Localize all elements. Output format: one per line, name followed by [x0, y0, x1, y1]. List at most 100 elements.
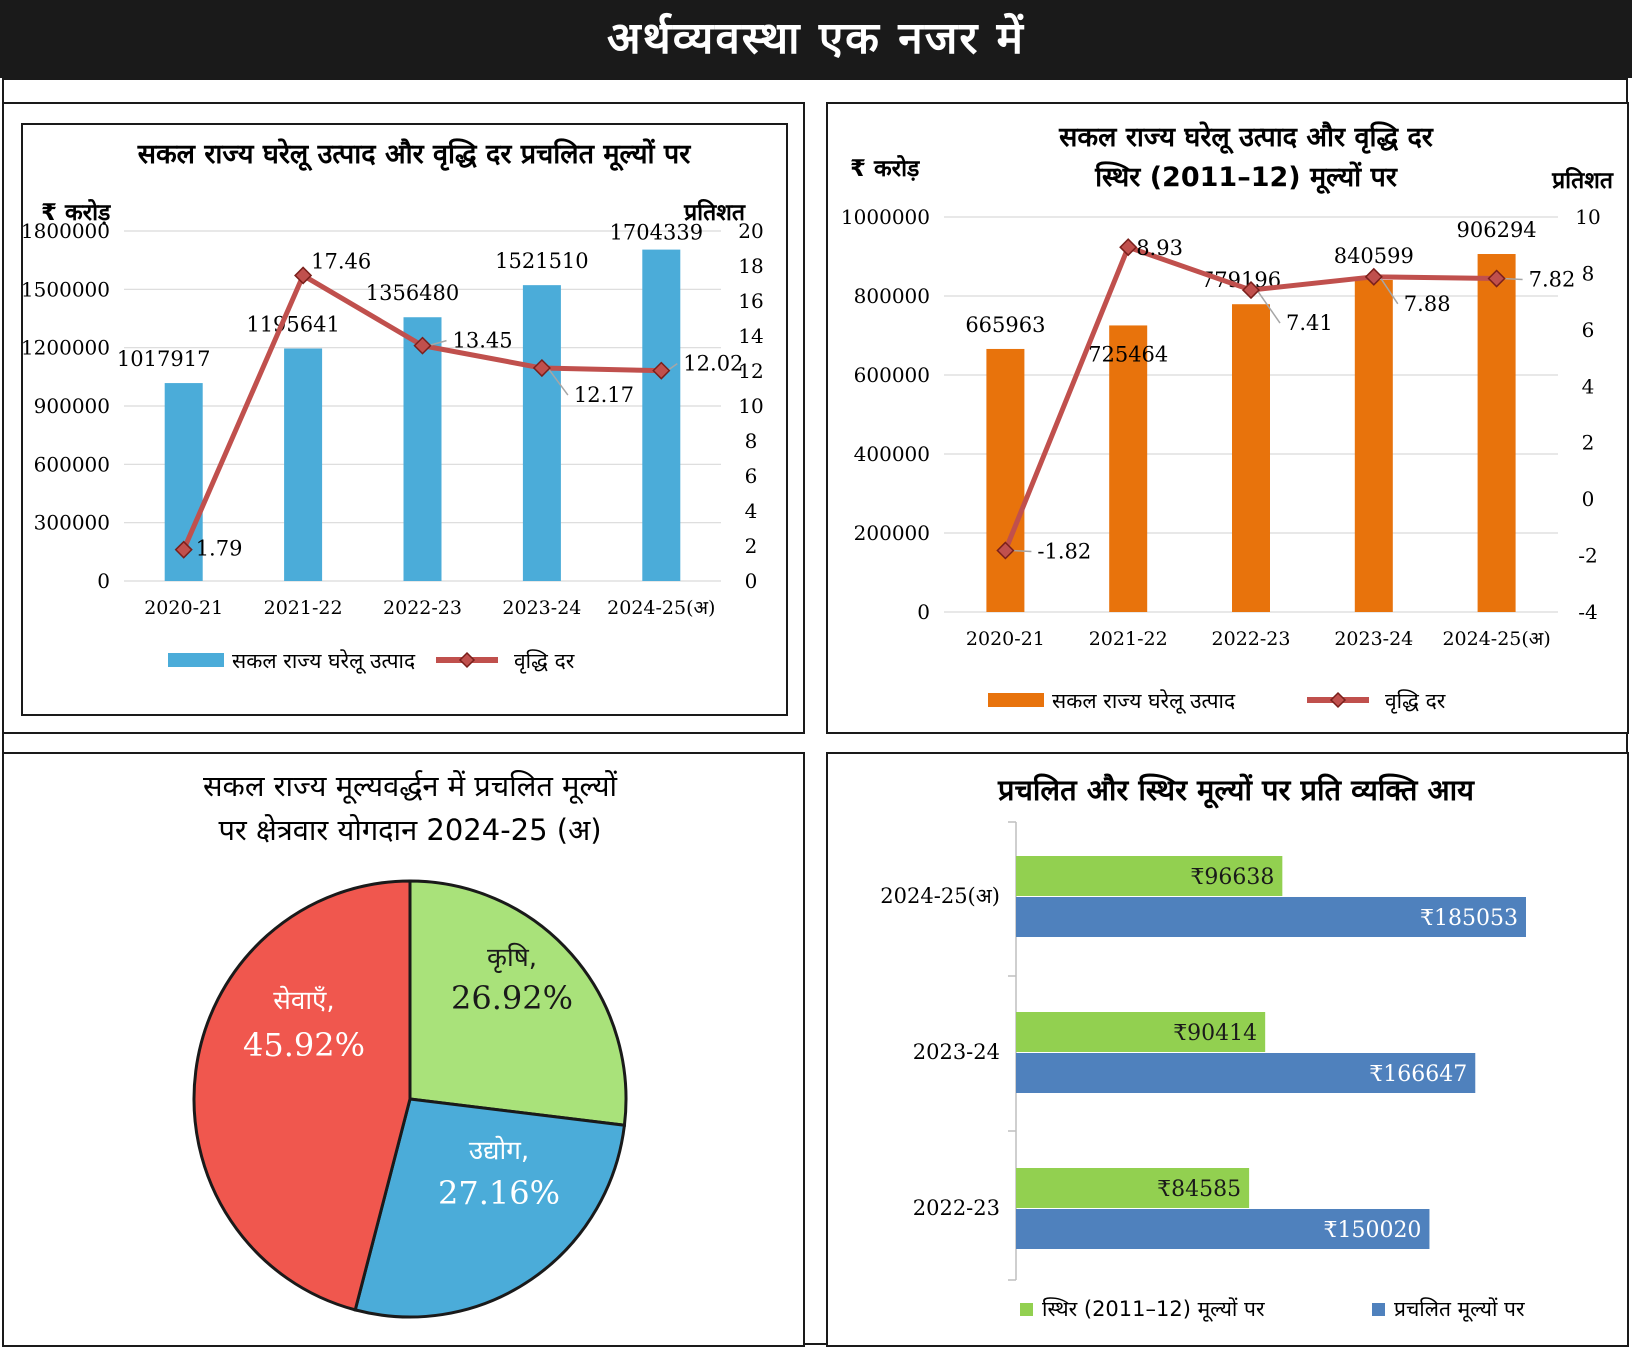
gsdp-current-right-tick-label: 20: [738, 219, 763, 243]
gsdp-constant-bar-value-label: 725464: [1088, 342, 1168, 366]
gsdp-current-growth-point-2: [294, 266, 313, 285]
per-capita-bar-current-2: [1016, 1053, 1476, 1093]
gsdp-current-legend-line-marker: [458, 651, 476, 669]
gsdp-constant-bar-3: [1232, 304, 1270, 612]
sector-pie-chart: सकल राज्य मूल्यवर्द्धन में प्रचलित मूल्य…: [192, 769, 628, 1319]
per-capita-bar-value-label: ₹166647: [1369, 1062, 1467, 1087]
gsdp-constant-right-tick-label: 4: [1582, 374, 1595, 398]
gsdp-constant-category-label: 2024-25(अ): [1442, 628, 1550, 650]
sector-pie-slice-name: उद्योग,: [469, 1135, 529, 1166]
gsdp-current-right-tick-label: 18: [738, 254, 763, 278]
gsdp-constant-left-tick-label: 1000000: [841, 205, 930, 229]
per-capita-bar-current-1: [1016, 897, 1526, 937]
gsdp-constant-growth-point-5: [1487, 269, 1506, 288]
per-capita-category-label: 2022-23: [913, 1196, 1000, 1220]
gsdp-constant-right-tick-label: -4: [1578, 600, 1597, 624]
gsdp-constant-left-tick-label: 0: [917, 600, 930, 624]
per-capita-category-label: 2024-25(अ): [880, 884, 1000, 908]
page-banner: अर्थव्यवस्था एक नजर में: [0, 0, 1632, 78]
sector-pie-slice-3: [192, 879, 412, 1312]
per-capita-legend-label-1: स्थिर (2011–12) मूल्यों पर: [1042, 1297, 1265, 1322]
per-capita-bar-value-label: ₹84585: [1157, 1177, 1241, 1202]
gsdp-constant-leader-line: [1502, 277, 1523, 281]
gsdp-constant-left-tick-label: 800000: [854, 284, 930, 308]
per-capita-bar-value-label: ₹150020: [1323, 1218, 1421, 1243]
per-capita-bar-current-3: [1016, 1209, 1430, 1249]
gsdp-current-growth-value-label: 13.45: [453, 329, 513, 353]
gsdp-current-growth-point-4: [532, 358, 551, 378]
gsdp-current-growth-point-5: [652, 361, 671, 380]
gsdp-current-bar-value-label: 1704339: [610, 221, 704, 245]
gsdp-current-right-tick-label: 2: [745, 534, 758, 558]
gsdp-current-bar-2: [284, 348, 323, 581]
gsdp-current-title-line-1: सकल राज्य घरेलू उत्पाद और वृद्धि दर प्रच…: [137, 138, 692, 172]
gsdp-current-bar-value-label: 1521510: [495, 249, 589, 273]
gsdp-current-bar-3: [403, 317, 442, 581]
gsdp-current-right-axis-unit: प्रतिशत: [683, 198, 746, 226]
gsdp-current-bar-value-label: 1195641: [246, 313, 340, 337]
panel-gsdp-constant: सकल राज्य घरेलू उत्पाद और वृद्धि दर स्थिर…: [826, 102, 1629, 734]
gsdp-current-left-tick-label: 1800000: [21, 219, 110, 243]
per-capita-category-label: 2023-24: [913, 1040, 1000, 1064]
gsdp-current-legend-bar-label: सकल राज्य घरेलू उत्पाद: [232, 649, 416, 674]
gsdp-current-left-tick-label: 600000: [34, 452, 110, 476]
sector-pie-slice-name: सेवाएँ,: [273, 985, 334, 1016]
gsdp-current-right-tick-label: 14: [738, 324, 763, 348]
gsdp-current-growth-point-3: [413, 336, 432, 355]
gsdp-constant-left-tick-label: 200000: [854, 521, 930, 545]
per-capita-bar-constant-1: [1016, 856, 1283, 896]
gsdp-constant-left-tick-label: 600000: [854, 363, 930, 387]
gsdp-current-left-tick-label: 1200000: [21, 336, 110, 360]
panel-sector-pie: सकल राज्य मूल्यवर्द्धन में प्रचलित मूल्य…: [2, 752, 805, 1347]
gsdp-current-category-label: 2023-24: [502, 597, 581, 619]
gsdp-constant-growth-value-label: 7.41: [1286, 311, 1333, 335]
gsdp-current-left-tick-label: 900000: [34, 394, 110, 418]
gsdp-current-growth-value-label: 12.02: [683, 352, 743, 376]
gsdp-constant-left-axis-unit: ₹ करोड़: [850, 154, 920, 182]
per-capita-bar-constant-3: [1016, 1168, 1250, 1208]
sector-pie-slice-percent: 27.16%: [438, 1174, 560, 1212]
gsdp-current-legend-bar-swatch: [168, 653, 224, 667]
gsdp-constant-category-label: 2022-23: [1212, 628, 1291, 650]
gsdp-constant-left-tick-label: 400000: [854, 442, 930, 466]
gsdp-constant-growth-point-4: [1364, 267, 1383, 286]
gsdp-current-left-tick-label: 1500000: [21, 277, 110, 301]
sector-pie-slice-percent: 26.92%: [451, 979, 573, 1017]
gsdp-current-left-tick-label: 0: [97, 569, 110, 593]
per-capita-chart: प्रचलित और स्थिर मूल्यों पर प्रति व्यक्त…: [880, 773, 1526, 1322]
gsdp-current-right-tick-label: 4: [745, 499, 758, 523]
gsdp-constant-bar-value-label: 665963: [965, 313, 1045, 337]
gsdp-current-left-tick-label: 300000: [34, 511, 110, 535]
gsdp-constant-right-tick-label: 6: [1582, 318, 1595, 342]
sector-pie-title-line-1: सकल राज्य मूल्यवर्द्धन में प्रचलित मूल्य…: [203, 769, 618, 804]
gsdp-constant-leader-line: [1256, 289, 1281, 324]
per-capita-bar-value-label: ₹185053: [1420, 906, 1518, 931]
gsdp-constant-legend-line-marker: [1329, 691, 1347, 709]
gsdp-constant-leader-line: [1379, 276, 1399, 305]
gsdp-current-growth-value-label: 1.79: [196, 537, 243, 561]
gsdp-constant-category-label: 2021-22: [1089, 628, 1168, 650]
sector-pie-slice-2: [353, 1097, 627, 1319]
gsdp-constant-chart: सकल राज्य घरेलू उत्पाद और वृद्धि दर स्थिर…: [841, 121, 1614, 714]
gsdp-current-bar-5: [642, 249, 681, 581]
per-capita-legend-swatch-2: [1372, 1303, 1385, 1316]
sector-pie-slice-percent: 45.92%: [243, 1026, 365, 1064]
gsdp-constant-right-tick-label: -2: [1578, 544, 1597, 568]
per-capita-legend-swatch-1: [1020, 1303, 1033, 1316]
sector-pie-slice-name: कृषि,: [487, 942, 537, 973]
gsdp-constant-title-line-2: स्थिर (2011–12) मूल्यों पर: [1094, 161, 1398, 195]
gsdp-current-leader-line: [547, 367, 569, 396]
gsdp-constant-title-line-1: सकल राज्य घरेलू उत्पाद और वृद्धि दर: [1058, 121, 1434, 155]
gsdp-current-right-tick-label: 8: [745, 429, 758, 453]
gsdp-current-right-tick-label: 0: [745, 569, 758, 593]
gsdp-current-leader-line: [428, 339, 447, 347]
gsdp-constant-right-axis-unit: प्रतिशत: [1551, 166, 1614, 194]
per-capita-bar-value-label: ₹90414: [1173, 1021, 1257, 1046]
gsdp-current-bar-value-label: 1017917: [117, 347, 211, 371]
gsdp-constant-bar-value-label: 906294: [1457, 218, 1537, 242]
gsdp-constant-growth-point-1: [996, 541, 1015, 560]
gsdp-constant-legend-line-label: वृद्धि दर: [1385, 689, 1446, 714]
sector-pie-title-line-2: पर क्षेत्रवार योगदान 2024-25 (अ): [218, 813, 601, 847]
gsdp-constant-growth-point-2: [1119, 238, 1138, 257]
gsdp-current-growth-value-label: 12.17: [574, 383, 634, 407]
